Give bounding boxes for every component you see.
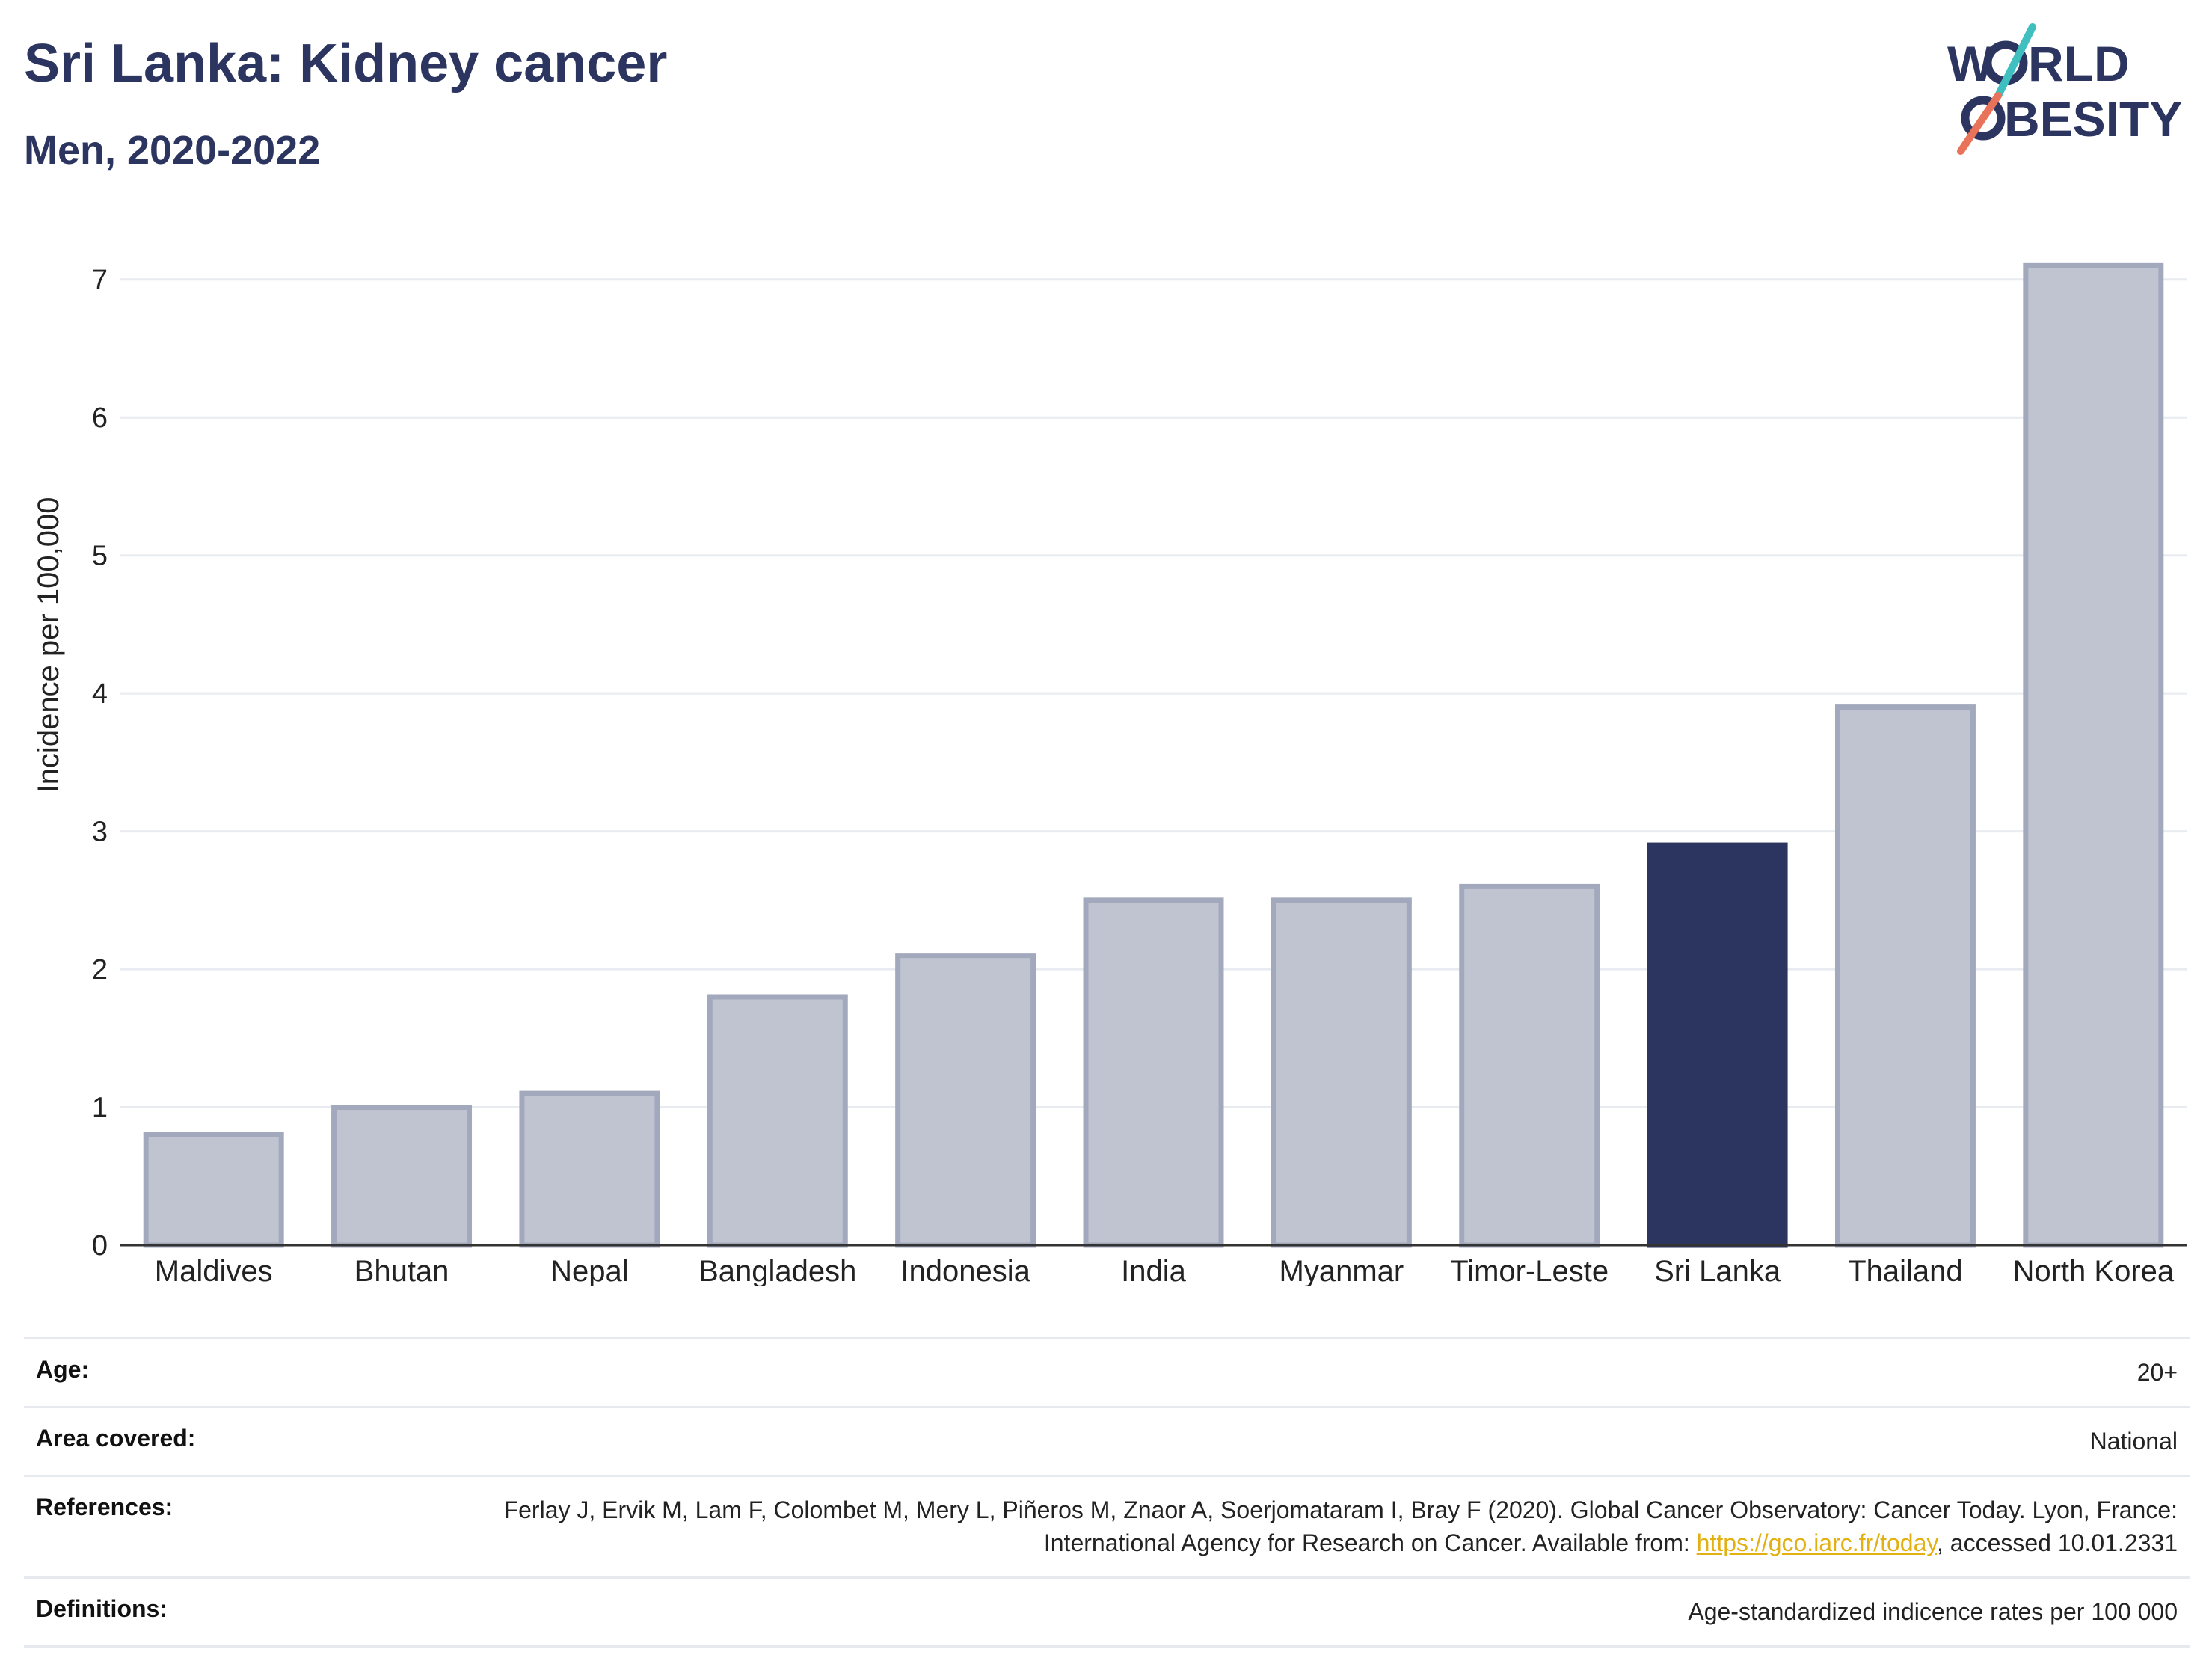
x-tick-label: Myanmar (1279, 1255, 1404, 1286)
page-subtitle: Men, 2020-2022 (24, 128, 321, 173)
x-tick-label: Sri Lanka (1654, 1255, 1781, 1286)
x-tick-label: Nepal (550, 1255, 629, 1286)
y-tick-label: 0 (92, 1230, 108, 1262)
meta-row-age: Age: 20+ (24, 1337, 2190, 1406)
y-tick-label: 5 (92, 541, 108, 572)
x-tick-label: India (1121, 1255, 1186, 1286)
meta-key-references: References: (36, 1493, 173, 1520)
meta-row-area: Area covered: National (24, 1405, 2190, 1475)
bar-maldives (143, 1132, 284, 1248)
bar-india (1083, 897, 1224, 1248)
reference-text: Ferlay J, Ervik M, Lam F, Colombet M, Me… (503, 1496, 2178, 1557)
metadata-table: Age: 20+ Area covered: National Referenc… (24, 1337, 2190, 1648)
meta-value-age: 20+ (2136, 1359, 2178, 1386)
y-tick-label: 7 (92, 265, 108, 296)
bar-bangladesh (707, 994, 848, 1248)
x-tick-label: Thailand (1848, 1255, 1962, 1286)
meta-value-definitions: Age-standardized indicence rates per 100… (1688, 1598, 2178, 1626)
world-obesity-logo: W RLD BESITY (1947, 23, 2182, 155)
logo-slash-bottom (1957, 92, 2002, 155)
y-tick-label: 3 (92, 817, 108, 848)
meta-key-area: Area covered: (36, 1424, 196, 1452)
meta-key-age: Age: (36, 1356, 90, 1383)
y-tick-label: 1 (92, 1093, 108, 1124)
reference-link[interactable]: https://gco.iarc.fr/today (1696, 1529, 1937, 1557)
meta-value-area: National (2089, 1427, 2178, 1455)
x-tick-label: North Korea (2012, 1255, 2174, 1286)
logo-slash-top (1994, 23, 2036, 99)
y-tick-label: 6 (92, 402, 108, 434)
bar-timor-leste (1459, 883, 1600, 1248)
bar-bhutan (331, 1105, 473, 1248)
x-tick-labels: Maldives Bhutan Nepal Bangladesh Indonesia In… (155, 1255, 2175, 1286)
bar-indonesia (895, 953, 1036, 1248)
y-tick-label: 2 (92, 954, 108, 986)
logo-text-besity: BESITY (2004, 91, 2182, 147)
reference-accessed: , accessed 10.01.2331 (1936, 1529, 2178, 1557)
meta-value-references: Ferlay J, Ervik M, Lam F, Colombet M, Me… (383, 1493, 2178, 1561)
x-tick-label: Maldives (155, 1255, 273, 1286)
meta-key-definitions: Definitions: (36, 1595, 168, 1623)
y-tick-label: 4 (92, 678, 108, 710)
bar-chart: 0 1 2 3 4 5 6 7 Maldives Bhutan Nepal Bangladesh In… (32, 262, 2187, 1286)
bars (143, 262, 2164, 1248)
bar-myanmar (1271, 897, 1412, 1248)
logo-o-ring-2 (1961, 96, 2006, 141)
bar-sri-lanka (1647, 842, 1788, 1248)
y-axis-label: Incidence per 100,000 (32, 497, 65, 793)
bar-nepal (519, 1090, 660, 1248)
meta-row-definitions: Definitions: Age-standardized indicence … (24, 1576, 2190, 1648)
page-title: Sri Lanka: Kidney cancer (24, 34, 668, 93)
logo-text-rld: RLD (2028, 36, 2130, 91)
bar-north-korea (2023, 262, 2164, 1248)
meta-row-references: References: Ferlay J, Ervik M, Lam F, Co… (24, 1474, 2190, 1577)
x-tick-label: Indonesia (900, 1255, 1030, 1286)
bar-thailand (1834, 704, 1976, 1248)
x-tick-label: Bangladesh (698, 1255, 856, 1286)
x-tick-label: Bhutan (354, 1255, 449, 1286)
x-tick-label: Timor-Leste (1450, 1255, 1609, 1286)
y-tick-labels: 0 1 2 3 4 5 6 7 (92, 265, 108, 1262)
